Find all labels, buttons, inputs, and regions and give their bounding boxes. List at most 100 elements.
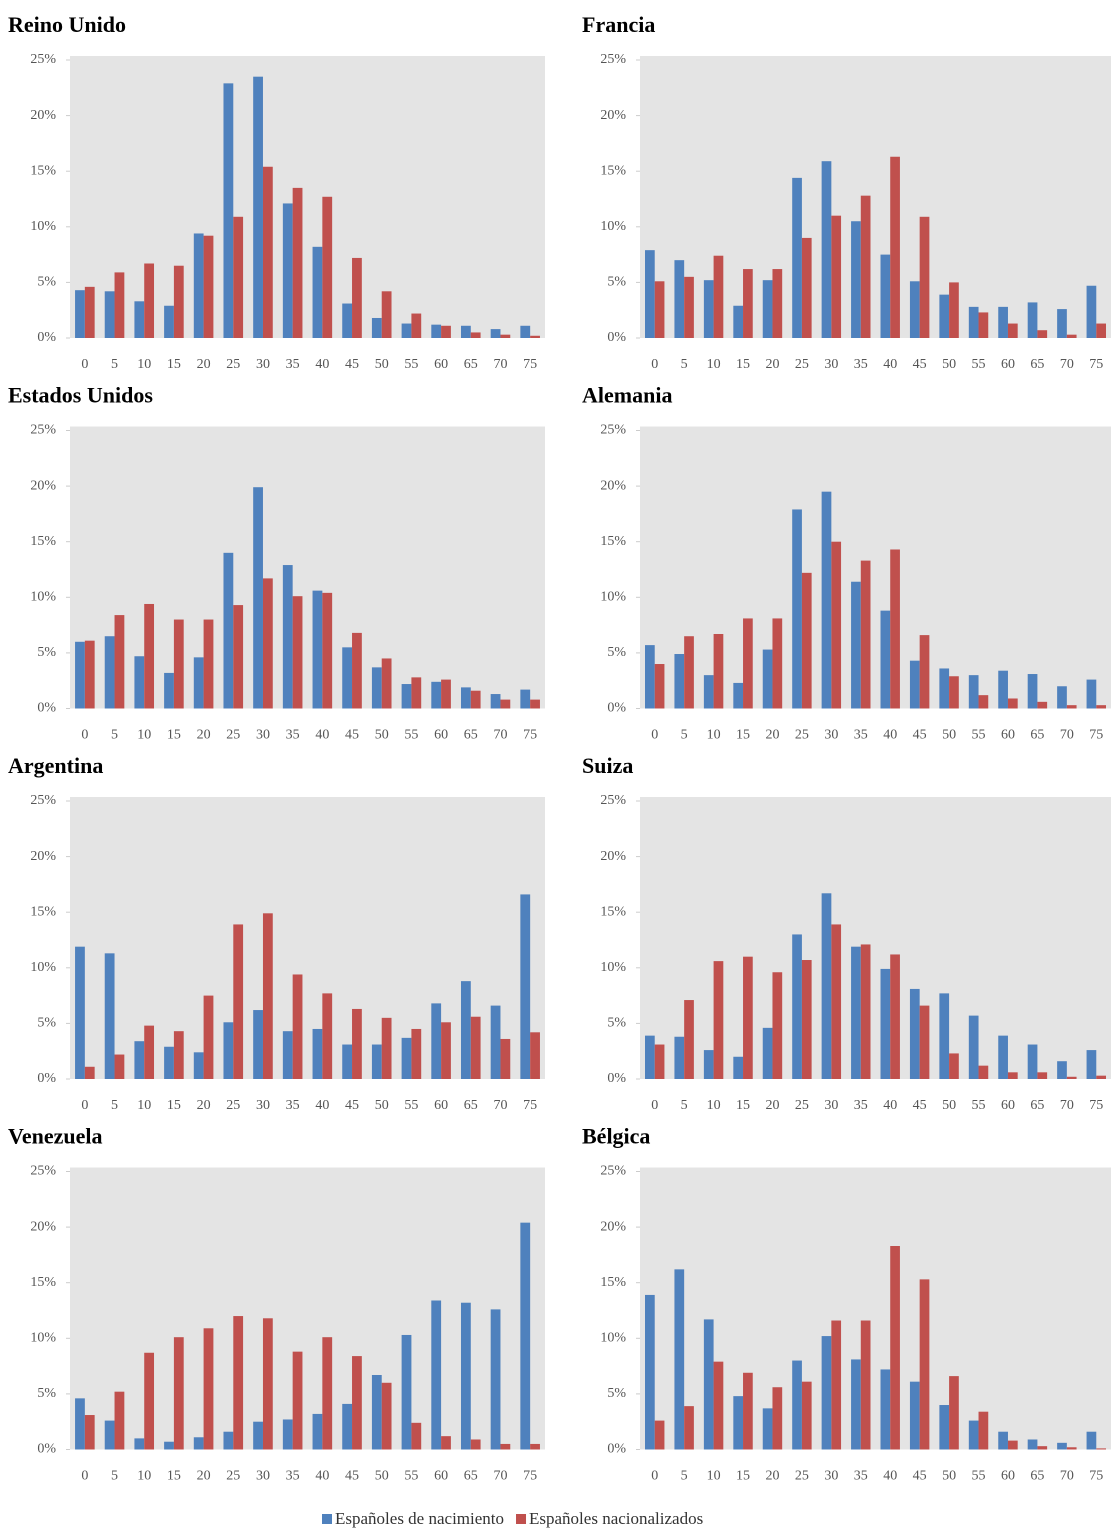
- bar: [75, 641, 85, 709]
- x-tick-label: 60: [434, 1098, 448, 1113]
- bar: [762, 1027, 773, 1079]
- bar: [1037, 330, 1048, 338]
- bar: [733, 1396, 744, 1450]
- bar: [801, 960, 812, 1079]
- bar: [792, 1360, 802, 1450]
- bar: [84, 640, 95, 709]
- bar: [645, 1035, 655, 1079]
- y-tick-label: 25%: [600, 1164, 626, 1179]
- bar: [342, 647, 353, 709]
- bar: [831, 924, 842, 1079]
- x-tick-label: 25: [226, 1098, 240, 1113]
- y-tick-label: 20%: [30, 849, 56, 864]
- bar: [381, 658, 392, 709]
- bar: [743, 956, 753, 1079]
- bar: [1057, 686, 1067, 709]
- bar: [1007, 1072, 1018, 1079]
- bar: [978, 1065, 989, 1079]
- y-tick-label: 5%: [37, 1386, 56, 1401]
- x-tick-label: 40: [883, 1098, 897, 1113]
- bar: [411, 677, 422, 709]
- bar: [713, 961, 724, 1079]
- bar: [1027, 1044, 1038, 1079]
- bar: [1066, 705, 1077, 709]
- x-tick-label: 40: [883, 357, 897, 372]
- bar: [233, 216, 244, 338]
- bar: [1007, 323, 1018, 338]
- bar: [134, 301, 145, 338]
- bar: [352, 257, 362, 338]
- bar: [401, 323, 412, 338]
- bar: [292, 974, 303, 1079]
- y-tick-label: 10%: [600, 590, 626, 605]
- bar: [312, 590, 323, 709]
- bar: [223, 1431, 234, 1450]
- bar: [1096, 1075, 1106, 1079]
- bar: [253, 487, 263, 709]
- bar: [1027, 1439, 1038, 1450]
- x-tick-label: 65: [464, 1469, 478, 1484]
- bar: [762, 1408, 773, 1450]
- x-tick-label: 60: [1001, 1098, 1015, 1113]
- bar: [352, 1356, 362, 1450]
- bar: [381, 291, 392, 338]
- bar: [144, 1025, 155, 1079]
- x-tick-label: 45: [345, 1469, 359, 1484]
- x-tick-label: 45: [913, 1469, 927, 1484]
- bar: [998, 1431, 1008, 1450]
- x-tick-label: 15: [736, 728, 750, 743]
- bar: [173, 265, 184, 338]
- y-tick-label: 5%: [607, 645, 626, 660]
- bar: [322, 592, 333, 709]
- bar: [312, 1413, 323, 1450]
- x-tick-label: 10: [707, 357, 721, 372]
- x-tick-label: 60: [434, 728, 448, 743]
- bar: [530, 699, 540, 709]
- bar: [762, 280, 773, 338]
- bar: [713, 1361, 724, 1450]
- x-tick-label: 5: [681, 728, 688, 743]
- bar: [998, 1035, 1008, 1079]
- bar: [1096, 705, 1106, 709]
- bar: [193, 657, 204, 709]
- y-tick-label: 0%: [37, 1071, 56, 1086]
- x-tick-label: 0: [651, 1098, 658, 1113]
- bar: [223, 83, 234, 339]
- bar: [860, 1320, 871, 1450]
- bar: [949, 676, 959, 709]
- bar: [792, 177, 802, 338]
- y-tick-label: 20%: [600, 849, 626, 864]
- bar: [411, 1422, 422, 1450]
- x-tick-label: 65: [464, 357, 478, 372]
- bar: [703, 1319, 714, 1450]
- x-tick-label: 55: [972, 728, 986, 743]
- bar: [939, 1405, 950, 1450]
- x-tick-label: 25: [226, 1469, 240, 1484]
- x-tick-label: 45: [345, 1098, 359, 1113]
- bar: [352, 1008, 362, 1079]
- bar: [801, 572, 812, 709]
- x-tick-label: 70: [1060, 728, 1074, 743]
- bar: [371, 667, 382, 709]
- y-tick-label: 5%: [607, 1016, 626, 1031]
- bar: [233, 924, 244, 1079]
- x-tick-label: 30: [824, 1098, 838, 1113]
- bar: [322, 993, 333, 1079]
- bar: [500, 1038, 511, 1079]
- plot-area: [70, 1167, 545, 1450]
- x-tick-label: 5: [111, 1469, 118, 1484]
- bar: [292, 596, 303, 709]
- bar: [104, 636, 115, 709]
- bar: [1007, 1440, 1018, 1450]
- bar: [342, 303, 353, 338]
- bar: [645, 645, 655, 709]
- x-tick-label: 20: [197, 357, 211, 372]
- x-tick-label: 10: [707, 1098, 721, 1113]
- bar: [968, 1015, 979, 1079]
- bar: [282, 565, 293, 709]
- x-tick-label: 25: [795, 357, 809, 372]
- bar: [978, 695, 989, 709]
- bar: [520, 325, 531, 338]
- y-tick-label: 0%: [607, 1442, 626, 1457]
- bar: [530, 335, 540, 338]
